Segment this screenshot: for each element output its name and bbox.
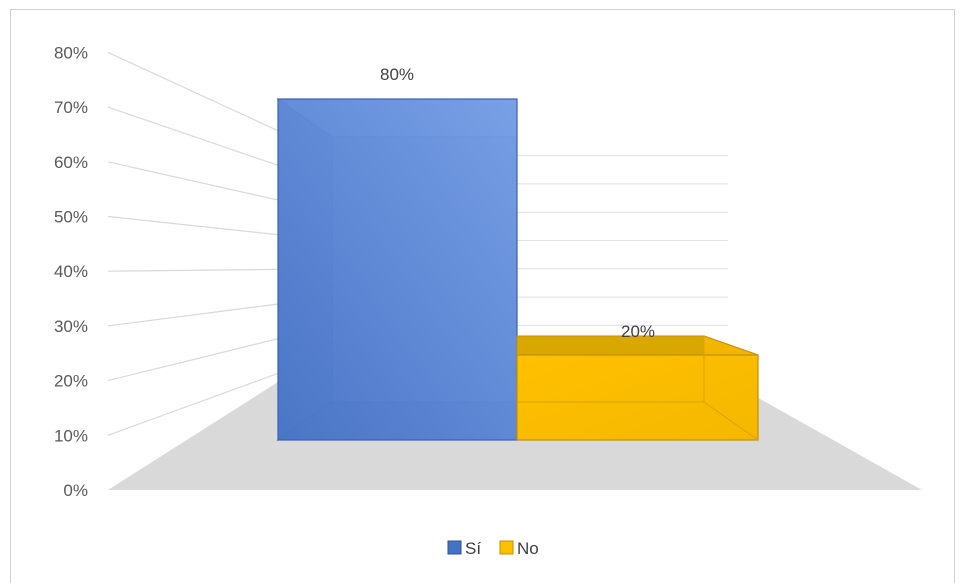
- legend: Sí No: [447, 539, 539, 558]
- y-tick-label: 80%: [54, 43, 88, 62]
- y-axis-ticks: 0% 10% 20% 30% 40% 50% 60% 70% 80%: [54, 43, 88, 500]
- legend-swatch-si: [447, 540, 462, 555]
- data-label-no: 20%: [621, 322, 655, 341]
- y-tick-label: 10%: [54, 426, 88, 445]
- y-tick-label: 0%: [63, 481, 88, 500]
- y-tick-label: 30%: [54, 317, 88, 336]
- data-label-si: 80%: [380, 65, 414, 84]
- y-tick-label: 20%: [54, 372, 88, 391]
- bar-si-front: [277, 98, 518, 441]
- bar-no-front: [516, 354, 759, 441]
- y-tick-label: 70%: [54, 98, 88, 117]
- legend-swatch-no: [499, 540, 514, 555]
- y-tick-label: 40%: [54, 262, 88, 281]
- y-tick-label: 50%: [54, 208, 88, 227]
- bar-si: [276, 98, 518, 441]
- legend-label-no: No: [517, 539, 539, 558]
- y-tick-label: 60%: [54, 153, 88, 172]
- legend-label-si: Sí: [465, 539, 481, 558]
- bar-no-inner-diagonal: [703, 401, 759, 441]
- bar-no: [516, 335, 759, 441]
